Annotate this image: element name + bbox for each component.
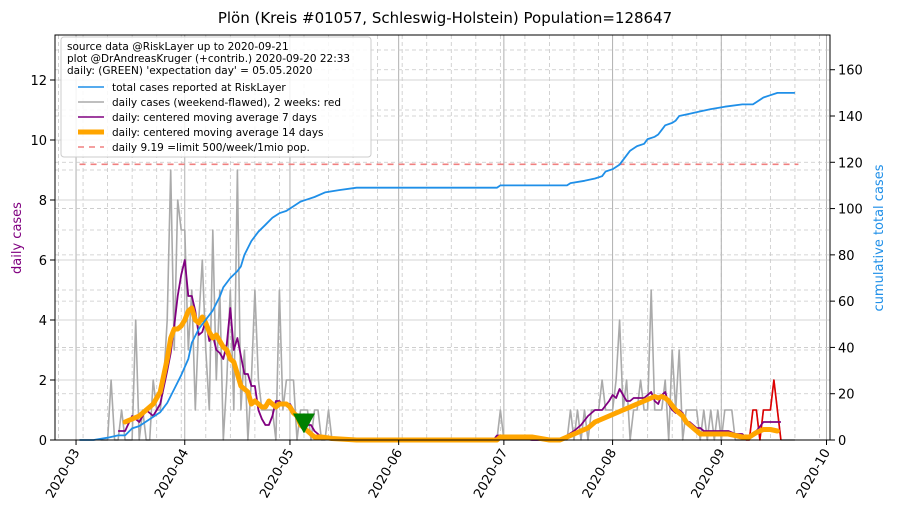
y-left-tick-label: 10 [30,134,47,149]
legend-info-line: source data @RiskLayer up to 2020-09-21 [67,41,289,53]
y-left-tick-label: 2 [39,374,47,389]
legend-info-line: plot @DrAndreasKruger (+contrib.) 2020-0… [67,53,350,65]
plot-frame [54,34,831,441]
y-right-tick-label: 0 [838,434,846,449]
y-axis-left-title: daily cases [10,202,25,274]
y-right-tick-label: 140 [838,110,863,125]
y-right-tick-label: 160 [838,64,863,79]
legend-items: total cases reported at RiskLayer daily c… [78,82,341,154]
y-left-tick-label: 12 [30,74,47,89]
y-right-tick-label: 60 [838,295,855,310]
daily-cases-recent-line [745,379,782,441]
y-left-tick-label: 0 [39,434,47,449]
y-left-tick-label: 8 [39,194,47,209]
y-left-tick-label: 6 [39,254,47,269]
legend-label: daily cases (weekend-flawed), 2 weeks: r… [112,97,341,109]
legend-info: source data @RiskLayer up to 2020-09-21p… [67,41,350,77]
ma14-layer [122,305,780,443]
legend-label: daily: centered moving average 7 days [112,112,317,124]
legend-label: daily: centered moving average 14 days [112,127,324,139]
legend-label: daily 9.19 =limit 500/week/1mio pop. [112,142,310,154]
marker-layer [292,413,315,434]
y-left-tick-label: 4 [39,314,47,329]
legend: source data @RiskLayer up to 2020-09-21p… [60,36,372,158]
cumulative-line [79,92,795,441]
legend-label: total cases reported at RiskLayer [112,82,286,94]
chart-title: Plön (Kreis #01057, Schleswig-Holstein) … [218,9,672,27]
y-right-tick-label: 100 [838,203,863,218]
legend-info-line: daily: (GREEN) 'expectation day' = 05.05… [67,65,312,77]
cumulative-layer [79,92,795,441]
expectation-day-marker [292,413,315,434]
y-right-tick-label: 40 [838,341,855,356]
ma14-line [122,305,780,443]
legend-box [60,36,372,158]
y-right-tick-label: 80 [838,249,855,264]
y-right-tick-label: 20 [838,388,855,403]
y-axis-right-title: cumulative total cases [872,164,887,311]
y-right-tick-label: 120 [838,156,863,171]
